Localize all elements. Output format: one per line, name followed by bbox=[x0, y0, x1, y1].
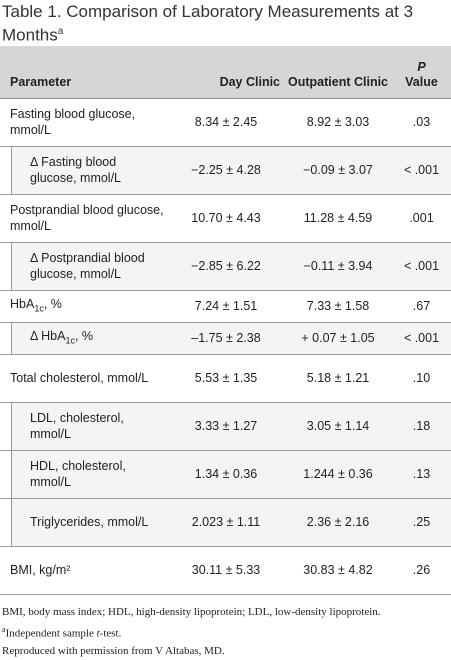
parameter-cell: HDL, cholesterol, mmol/L bbox=[0, 450, 168, 498]
parameter-subscript: 1c bbox=[34, 303, 44, 313]
p-value-cell: < .001 bbox=[392, 146, 451, 194]
outpatient-cell: −0.11 ± 3.94 bbox=[284, 242, 392, 290]
day-clinic-cell: −2.85 ± 6.22 bbox=[168, 242, 284, 290]
p-value-cell: .18 bbox=[392, 402, 451, 450]
day-clinic-cell: 3.33 ± 1.27 bbox=[168, 402, 284, 450]
page: Table 1. Comparison of Laboratory Measur… bbox=[0, 0, 451, 612]
table-row: Δ Postprandial blood glucose, mmol/L−2.8… bbox=[0, 242, 451, 290]
footnote-text: Independent sample bbox=[6, 627, 97, 639]
day-clinic-cell: 10.70 ± 4.43 bbox=[168, 194, 284, 242]
outpatient-cell: 1.244 ± 0.36 bbox=[284, 450, 392, 498]
table-row: Δ Fasting blood glucose, mmol/L−2.25 ± 4… bbox=[0, 146, 451, 194]
title-label: Table 1. bbox=[2, 2, 62, 21]
table: Parameter Day Clinic Outpatient Clinic P… bbox=[0, 46, 451, 595]
footnote: aIndependent sample t-test. bbox=[2, 621, 449, 643]
title-sup: a bbox=[58, 26, 64, 37]
day-clinic-cell: –1.75 ± 2.38 bbox=[168, 322, 284, 354]
header-cell: Outpatient Clinic bbox=[284, 46, 392, 98]
p-value-cell: .13 bbox=[392, 450, 451, 498]
header-p: P bbox=[417, 60, 425, 74]
outpatient-cell: 8.92 ± 3.03 bbox=[284, 98, 392, 146]
outpatient-cell: + 0.07 ± 1.05 bbox=[284, 322, 392, 354]
parameter-cell: Δ HbA1c, % bbox=[0, 322, 168, 354]
p-value-cell: < .001 bbox=[392, 322, 451, 354]
parameter-cell: Total cholesterol, mmol/L bbox=[0, 354, 168, 402]
p-value-cell: .10 bbox=[392, 354, 451, 402]
p-value-cell: .26 bbox=[392, 546, 451, 594]
table-row: Δ HbA1c, %–1.75 ± 2.38+ 0.07 ± 1.05< .00… bbox=[0, 322, 451, 354]
parameter-text: , % bbox=[44, 297, 62, 311]
day-clinic-cell: −2.25 ± 4.28 bbox=[168, 146, 284, 194]
parameter-subscript: 1c bbox=[65, 335, 75, 345]
day-clinic-cell: 30.11 ± 5.33 bbox=[168, 546, 284, 594]
header-cell: Parameter bbox=[0, 46, 168, 98]
p-value-cell: .67 bbox=[392, 290, 451, 322]
p-value-cell: .001 bbox=[392, 194, 451, 242]
parameter-cell: Postprandial blood glucose, mmol/L bbox=[0, 194, 168, 242]
title-text: Comparison of Laboratory Measurements at… bbox=[2, 2, 413, 45]
parameter-cell: Δ Fasting blood glucose, mmol/L bbox=[0, 146, 168, 194]
outpatient-cell: 3.05 ± 1.14 bbox=[284, 402, 392, 450]
day-clinic-cell: 7.24 ± 1.51 bbox=[168, 290, 284, 322]
header-cell: Day Clinic bbox=[168, 46, 284, 98]
day-clinic-cell: 1.34 ± 0.36 bbox=[168, 450, 284, 498]
day-clinic-cell: 8.34 ± 2.45 bbox=[168, 98, 284, 146]
parameter-cell: HbA1c, % bbox=[0, 290, 168, 322]
outpatient-cell: −0.09 ± 3.07 bbox=[284, 146, 392, 194]
outpatient-cell: 2.36 ± 2.16 bbox=[284, 498, 392, 546]
parameter-cell: BMI, kg/m² bbox=[0, 546, 168, 594]
day-clinic-cell: 5.53 ± 1.35 bbox=[168, 354, 284, 402]
p-value-cell: .03 bbox=[392, 98, 451, 146]
outpatient-cell: 7.33 ± 1.58 bbox=[284, 290, 392, 322]
parameter-text: HbA bbox=[10, 297, 34, 311]
parameter-cell: Triglycerides, mmol/L bbox=[0, 498, 168, 546]
footnote: Reproduced with permission from V Altaba… bbox=[2, 642, 449, 660]
outpatient-cell: 11.28 ± 4.59 bbox=[284, 194, 392, 242]
parameter-cell: LDL, cholesterol, mmol/L bbox=[0, 402, 168, 450]
outpatient-cell: 5.18 ± 1.21 bbox=[284, 354, 392, 402]
day-clinic-cell: 2.023 ± 1.11 bbox=[168, 498, 284, 546]
header-value: Value bbox=[405, 75, 438, 89]
parameter-text: , % bbox=[75, 329, 93, 343]
parameter-text: Δ HbA bbox=[30, 329, 65, 343]
table-title: Table 1. Comparison of Laboratory Measur… bbox=[0, 0, 451, 46]
header-row: Parameter Day Clinic Outpatient Clinic P… bbox=[0, 46, 451, 98]
p-value-cell: < .001 bbox=[392, 242, 451, 290]
outpatient-cell: 30.83 ± 4.82 bbox=[284, 546, 392, 594]
footnotes: BMI, body mass index; HDL, high-density … bbox=[0, 595, 451, 660]
parameter-cell: Δ Postprandial blood glucose, mmol/L bbox=[0, 242, 168, 290]
parameter-cell: Fasting blood glucose, mmol/L bbox=[0, 98, 168, 146]
p-value-cell: .25 bbox=[392, 498, 451, 546]
footnote-text: -test. bbox=[100, 627, 122, 639]
